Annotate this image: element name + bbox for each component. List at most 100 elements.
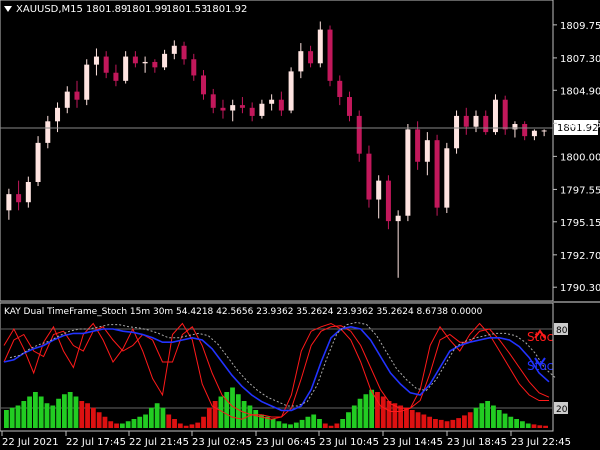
histogram-bar xyxy=(340,419,346,428)
histogram-bar xyxy=(73,396,79,428)
candle-bull xyxy=(492,99,498,133)
histogram-bar xyxy=(433,419,438,428)
histogram-bar xyxy=(299,419,305,428)
histogram-bar xyxy=(543,425,548,428)
candle-bear xyxy=(366,153,372,200)
histogram-bar xyxy=(119,423,125,428)
price-axis[interactable]: 1809.75 1807.30 1804.90 1802.45 1800.00 1797.… xyxy=(553,21,600,294)
histogram-bar xyxy=(50,405,56,428)
histogram-bar xyxy=(235,394,241,428)
histogram-bar xyxy=(32,392,38,428)
stoch-histogram xyxy=(4,387,548,428)
candle-bull xyxy=(444,148,450,208)
histogram-bar xyxy=(67,392,73,428)
candle-bear xyxy=(463,115,469,127)
histogram-bar xyxy=(230,387,235,428)
time-tick-label: 23 Jul 10:45 xyxy=(319,437,379,448)
histogram-bar xyxy=(392,403,398,428)
candle-bear xyxy=(132,56,138,64)
time-tick-label: 22 Jul 2021 xyxy=(2,437,59,448)
histogram-bar xyxy=(15,405,21,428)
price-tick-label: 1807.30 xyxy=(560,54,600,65)
histogram-bar xyxy=(293,422,299,428)
level-20-label: 20 xyxy=(556,405,568,415)
histogram-bar xyxy=(108,421,114,428)
histogram-bar xyxy=(386,401,392,428)
candle-bear xyxy=(278,99,284,111)
histogram-bar xyxy=(96,412,102,428)
histogram-bar xyxy=(212,401,218,428)
candle-bull xyxy=(288,71,294,111)
main-chart-frame xyxy=(0,0,554,302)
histogram-bar xyxy=(38,396,44,428)
chart-header: XAUUSD,M15 1801.89 1801.99 1801.53 1801.… xyxy=(4,4,247,15)
histogram-bar xyxy=(224,392,230,428)
candle-bear xyxy=(113,72,119,81)
candle-bear xyxy=(502,99,508,130)
histogram-bar xyxy=(491,405,496,428)
candle-bull xyxy=(162,53,168,68)
candle-bear xyxy=(327,29,333,81)
candle-bull xyxy=(376,180,382,200)
candle-bull xyxy=(93,56,99,65)
candle-bull xyxy=(64,91,70,108)
candle-bull xyxy=(454,115,460,149)
histogram-bar xyxy=(508,416,514,428)
price-tick-label: 1804.90 xyxy=(560,86,600,97)
candle-bear xyxy=(103,56,109,73)
time-tick-label: 23 Jul 02:45 xyxy=(192,437,252,448)
signal-text-red: Stoc xyxy=(527,330,553,344)
histogram-bar xyxy=(44,403,50,428)
time-tick-label: 23 Jul 06:45 xyxy=(256,437,316,448)
histogram-bar xyxy=(137,416,143,428)
candle-bear xyxy=(308,51,314,64)
histogram-bar xyxy=(473,407,479,428)
candle-bull xyxy=(473,115,479,127)
time-axis[interactable]: 22 Jul 2021 22 Jul 17:45 22 Jul 21:45 23 Ju… xyxy=(1,431,571,448)
price-tick-label: 1792.70 xyxy=(560,251,600,262)
histogram-bar xyxy=(288,424,293,428)
histogram-bar xyxy=(282,423,288,428)
candle-bull xyxy=(35,142,41,182)
candle-bear xyxy=(191,59,197,76)
histogram-bar xyxy=(264,416,270,428)
histogram-bar xyxy=(438,419,444,428)
candle-bear xyxy=(483,115,489,133)
price-tick-label: 1802.45 xyxy=(560,119,600,130)
histogram-bar xyxy=(502,413,508,428)
candle-bull xyxy=(424,140,430,162)
price-tick-label: 1790.30 xyxy=(560,283,600,294)
level-20-tag xyxy=(554,402,568,414)
histogram-bar xyxy=(148,407,154,428)
price-tick-label: 1800.00 xyxy=(560,152,600,163)
histogram-bar xyxy=(427,416,433,428)
histogram-bar xyxy=(195,422,201,428)
candle-bull xyxy=(45,121,51,143)
histogram-bar xyxy=(363,394,369,428)
stoch-signal-dotted-line xyxy=(9,321,556,407)
histogram-bar xyxy=(404,407,409,428)
candle-bull xyxy=(269,99,275,104)
signal-arrow-down-icon xyxy=(534,357,546,367)
stoch-line xyxy=(3,325,550,412)
histogram-bar xyxy=(311,414,317,428)
histogram-bar xyxy=(415,412,421,428)
candle-bear xyxy=(220,107,226,111)
histogram-bar xyxy=(369,389,375,428)
candle-bull xyxy=(84,64,90,100)
price-tick-label: 1809.75 xyxy=(560,21,600,32)
candle-bear xyxy=(16,194,22,203)
histogram-bar xyxy=(218,396,224,428)
histogram-bar xyxy=(346,412,351,428)
candle-bull xyxy=(55,107,61,122)
histogram-bar xyxy=(154,403,160,428)
histogram-bar xyxy=(421,414,427,428)
level-80-tag xyxy=(554,323,568,335)
candle-bull xyxy=(405,129,411,216)
histogram-bar xyxy=(270,419,276,428)
candle-bear xyxy=(356,115,362,154)
histogram-bar xyxy=(444,421,450,428)
histogram-bar xyxy=(380,396,386,428)
collapse-triangle-icon[interactable] xyxy=(4,6,12,12)
